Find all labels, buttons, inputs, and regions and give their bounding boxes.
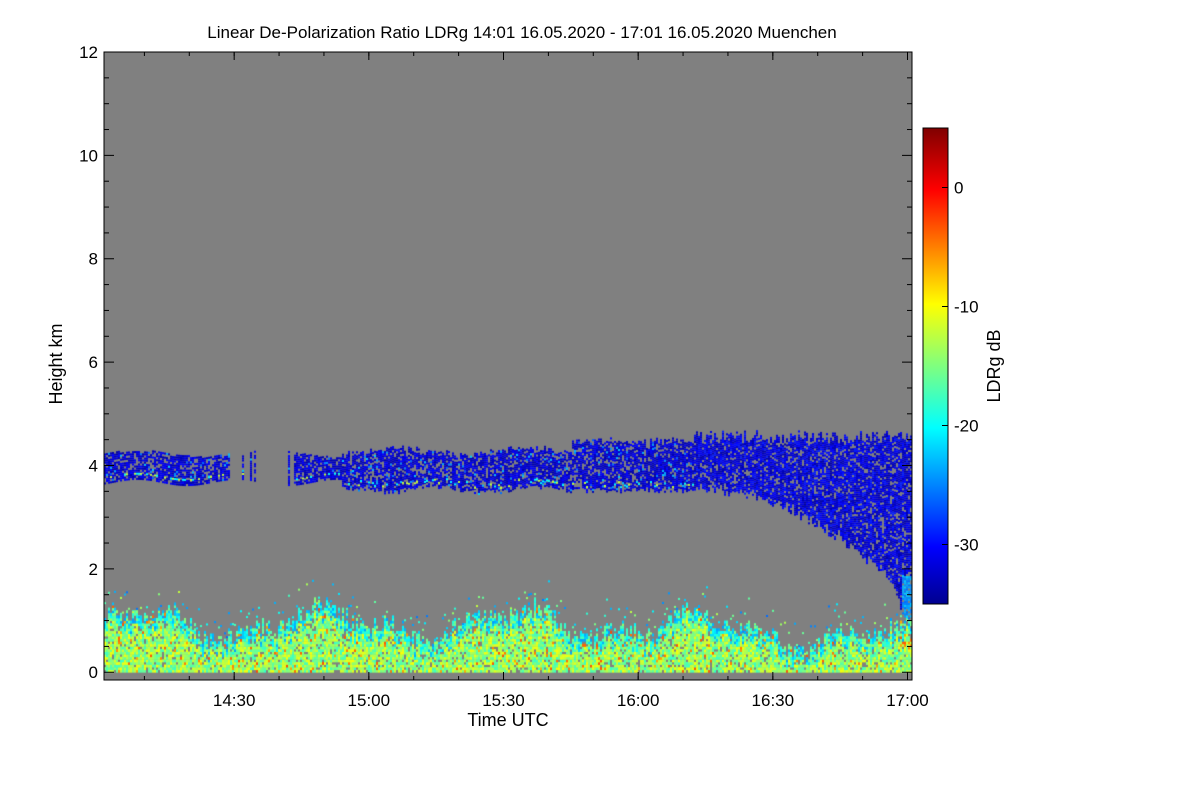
- x-tick-label: 15:30: [482, 691, 525, 710]
- y-axis: 0 2 4 6 8 10 12: [79, 43, 912, 682]
- chart-title: Linear De-Polarization Ratio LDRg 14:01 …: [207, 23, 836, 42]
- x-tick-label: 15:00: [348, 691, 391, 710]
- x-tick-label: 14:30: [213, 691, 256, 710]
- y-tick-label: 10: [79, 146, 98, 165]
- x-tick-label: 16:30: [752, 691, 795, 710]
- colorbar-tick-label: 0: [954, 179, 963, 198]
- y-tick-label: 2: [89, 560, 98, 579]
- x-axis-label: Time UTC: [467, 710, 548, 730]
- colorbar-tick-label: -20: [954, 417, 979, 436]
- x-tick-label: 16:00: [617, 691, 660, 710]
- colorbar-tick-label: -10: [954, 298, 979, 317]
- y-tick-label: 8: [89, 250, 98, 269]
- x-tick-label: 17:00: [886, 691, 929, 710]
- y-tick-label: 12: [79, 43, 98, 62]
- colorbar-ticks: 0 -10 -20 -30: [942, 179, 979, 555]
- y-tick-label: 6: [89, 353, 98, 372]
- colorbar: [922, 127, 949, 605]
- y-tick-label: 0: [89, 663, 98, 682]
- y-axis-label: Height km: [46, 323, 66, 404]
- plot-frame: [103, 51, 913, 681]
- y-tick-label: 4: [89, 456, 98, 475]
- ldr-heatmap-field: [104, 52, 912, 680]
- colorbar-label: LDRg dB: [984, 329, 1004, 402]
- colorbar-tick-label: -30: [954, 536, 979, 555]
- x-axis: 14:30 15:00 15:30 16:00 16:30 17:00: [143, 52, 929, 710]
